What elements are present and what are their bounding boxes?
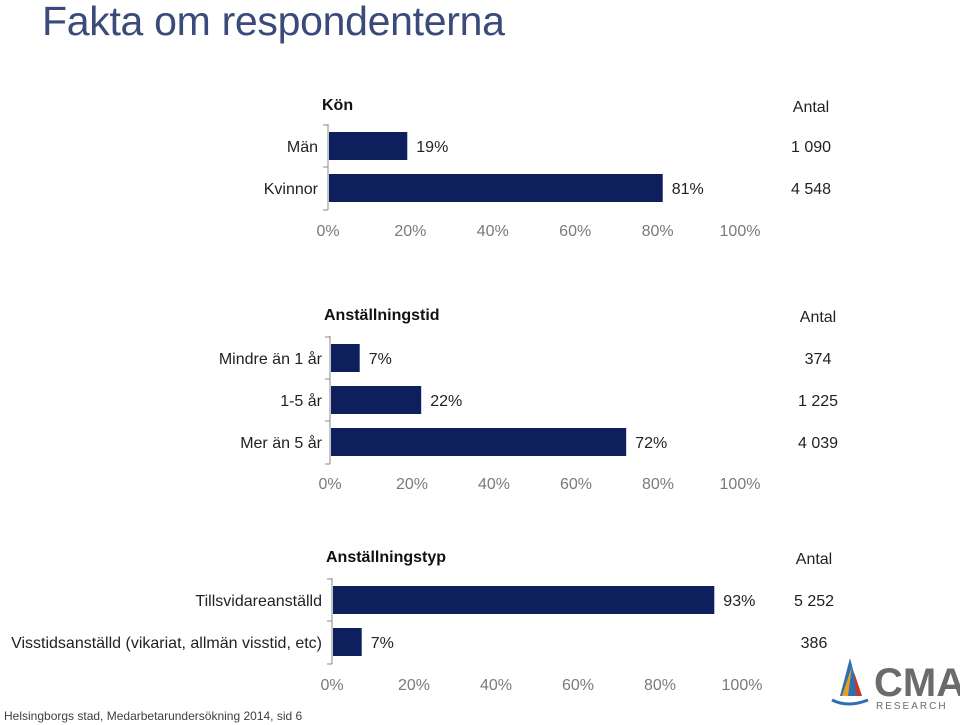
data-label: 7%: [369, 351, 392, 368]
count-value: 5 252: [794, 593, 834, 610]
data-label: 72%: [635, 435, 667, 452]
x-tick-label: 80%: [642, 223, 674, 240]
x-tick-label: 60%: [560, 476, 592, 493]
bar: [331, 428, 627, 456]
data-label: 22%: [430, 393, 462, 410]
category-label: 1-5 år: [280, 392, 322, 410]
count-value: 1 225: [798, 393, 838, 410]
category-label: Mindre än 1 år: [219, 350, 323, 368]
bar: [329, 132, 408, 160]
x-tick-label: 100%: [720, 476, 761, 493]
x-tick-label: 0%: [320, 677, 343, 694]
x-tick-label: 60%: [562, 677, 594, 694]
x-tick-label: 40%: [477, 223, 509, 240]
bar: [331, 344, 360, 372]
bar: [329, 174, 663, 202]
data-label: 81%: [672, 181, 704, 198]
count-header: Antal: [793, 99, 829, 116]
data-label: 93%: [723, 593, 755, 610]
page-title: Fakta om respondenterna: [42, 0, 505, 44]
count-header: Antal: [800, 309, 836, 326]
category-label: Kvinnor: [264, 181, 319, 198]
category-label: Män: [287, 139, 318, 156]
bar: [333, 628, 362, 656]
logo-tagline: RESEARCH: [876, 701, 948, 712]
count-value: 1 090: [791, 139, 831, 156]
footer-text: Helsingborgs stad, Medarbetarundersöknin…: [4, 709, 303, 723]
bar: [333, 586, 715, 614]
x-tick-label: 0%: [318, 476, 341, 493]
category-label: Visstidsanställd (vikariat, allmän visst…: [11, 635, 322, 652]
chart-title: Anställningstyp: [326, 549, 446, 566]
x-tick-label: 20%: [396, 476, 428, 493]
x-tick-label: 40%: [478, 476, 510, 493]
cma-research-logo: CMA RESEARCH: [831, 658, 960, 712]
x-tick-label: 80%: [642, 476, 674, 493]
x-tick-label: 100%: [722, 677, 763, 694]
count-value: 374: [805, 351, 832, 368]
count-value: 386: [801, 635, 828, 652]
x-tick-label: 0%: [316, 223, 339, 240]
category-label: Tillsvidareanställd: [195, 593, 322, 610]
x-tick-label: 80%: [644, 677, 676, 694]
category-label: Mer än 5 år: [240, 434, 322, 452]
bar: [331, 386, 422, 414]
x-tick-label: 40%: [480, 677, 512, 694]
x-tick-label: 60%: [559, 223, 591, 240]
charts-area: Kön Antal Män 19% 1 090 Kvinnor 81% 4 548 0% 20% 4…: [11, 97, 838, 694]
x-tick-label: 100%: [720, 223, 761, 240]
x-tick-label: 20%: [394, 223, 426, 240]
chart-title: Anställningstid: [324, 307, 440, 324]
data-label: 19%: [416, 139, 448, 156]
data-label: 7%: [371, 635, 394, 652]
logo-word: CMA: [874, 661, 960, 705]
chart-title: Kön: [322, 97, 353, 114]
count-header: Antal: [796, 551, 832, 568]
sail-icon: [831, 658, 869, 706]
count-value: 4 548: [791, 181, 831, 198]
count-value: 4 039: [798, 435, 838, 452]
x-tick-label: 20%: [398, 677, 430, 694]
